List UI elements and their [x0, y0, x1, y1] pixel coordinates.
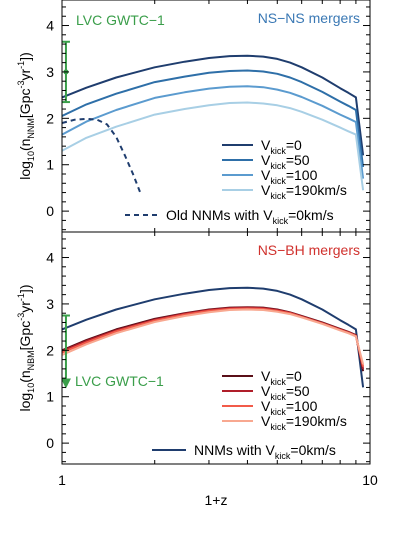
legend-text: =0: [286, 137, 302, 153]
legend-text: Old NNMs with V: [166, 207, 273, 223]
legend-text: NNMs with V: [194, 442, 276, 458]
y-tick-label-bottom: 1: [46, 389, 54, 405]
legend-bot-1-label: Vkick=0: [261, 368, 302, 387]
y-axis-label-sub: NNM: [26, 118, 36, 139]
y-axis-label-part: ]): [17, 52, 33, 61]
legend-text: =100: [286, 398, 318, 414]
legend-text: V: [261, 413, 271, 429]
legend-sub: kick: [270, 407, 286, 417]
legend-bot-2-label: Vkick=50: [261, 383, 310, 402]
series-line-bottom-1: [62, 306, 365, 372]
lvc-label-bottom: LVC GWTC−1: [75, 373, 164, 389]
y-axis-label-part: [Gpc: [17, 89, 33, 119]
legend-bot-0-label: NNMs with Vkick=0km/s: [194, 442, 336, 461]
y-tick-label-top: 4: [46, 18, 54, 34]
legend-sub: kick: [270, 176, 286, 186]
legend-text: =0km/s: [288, 207, 334, 223]
legend-text: =190km/s: [286, 413, 347, 429]
y-axis-label-part: (n: [17, 139, 33, 151]
lvc-label-top: LVC GWTC−1: [76, 12, 165, 28]
legend-text: V: [261, 167, 271, 183]
y-axis-label-sub: 10: [26, 151, 36, 161]
y-axis-label-sup: -1: [16, 293, 26, 301]
y-tick-label-top: 2: [46, 110, 54, 126]
panel-frame-bottom: [61, 231, 371, 465]
legend-text: V: [261, 398, 271, 414]
panel-title-ns-ns: NS−NS mergers: [258, 10, 360, 26]
legend-text: V: [261, 368, 271, 384]
y-axis-label-sub: NBM: [26, 350, 36, 370]
series-line-top-2: [62, 85, 365, 179]
y-tick-label-top: 0: [46, 203, 54, 219]
legend-top-1-label: Vkick=50: [261, 152, 310, 171]
panel-title-ns-bh: NS−BH mergers: [258, 242, 360, 258]
y-tick-label-top: 3: [46, 64, 54, 80]
legend-sub: kick: [273, 216, 289, 226]
legend-text: =190km/s: [286, 182, 347, 198]
legend-text: V: [261, 182, 271, 198]
legend-top-3-label: Vkick=190km/s: [261, 182, 347, 201]
legend-text: V: [261, 137, 271, 153]
y-axis-label-part: (n: [17, 370, 33, 382]
legend-text: V: [261, 383, 271, 399]
y-tick-label-bottom: 4: [46, 250, 54, 266]
series-line-top-0: [62, 54, 365, 156]
legend-text: =50: [286, 152, 310, 168]
lvc-upper-limit-arrow-bottom: [62, 378, 71, 389]
legend-top-2-label: Vkick=100: [261, 167, 318, 186]
legend-sub: kick: [275, 451, 291, 461]
y-axis-label-sub: 10: [26, 383, 36, 393]
legend-text: V: [261, 152, 271, 168]
legend-sub: kick: [270, 191, 286, 201]
y-axis-label-bottom: log10(nNBM[Gpc-3yr-1]): [16, 285, 36, 412]
legend-text: =100: [286, 167, 318, 183]
legend-text: =0km/s: [290, 442, 336, 458]
legend-text: =0: [286, 368, 302, 384]
y-tick-label-top: 1: [46, 157, 54, 173]
y-axis-label-part: [Gpc: [17, 321, 33, 351]
series-line-bottom-0: [62, 286, 365, 388]
y-axis-label-sup: -1: [16, 61, 26, 69]
y-axis-label-part: log: [17, 161, 33, 180]
y-tick-label-bottom: 0: [46, 435, 54, 451]
legend-sub: kick: [270, 161, 286, 171]
legend-bot-3-label: Vkick=100: [261, 398, 318, 417]
y-axis-label-sup: -3: [16, 313, 26, 321]
legend-sub: kick: [270, 422, 286, 432]
legend-bot-4-label: Vkick=190km/s: [261, 413, 347, 432]
series-line-top-1: [62, 69, 365, 168]
x-tick-label: 10: [362, 472, 378, 488]
x-tick-label: 1: [58, 472, 66, 488]
y-tick-label-bottom: 3: [46, 296, 54, 312]
legend-top-4-label: Old NNMs with Vkick=0km/s: [166, 207, 334, 226]
series-line-bottom-4: [62, 308, 365, 365]
legend-top-0-label: Vkick=0: [261, 137, 302, 156]
y-axis-label-top: log10(nNNM[Gpc-3yr-1]): [16, 52, 36, 180]
series-line-top-4: [62, 117, 142, 194]
y-axis-label-part: ]): [17, 285, 33, 294]
legend-sub: kick: [270, 392, 286, 402]
legend-sub: kick: [270, 146, 286, 156]
y-tick-label-bottom: 2: [46, 342, 54, 358]
legend-text: =50: [286, 383, 310, 399]
y-axis-label-sup: -3: [16, 81, 26, 89]
x-axis-label: 1+z: [205, 492, 228, 508]
y-axis-label-part: log: [17, 393, 33, 412]
series-line-bottom-2: [62, 306, 365, 370]
legend-sub: kick: [270, 377, 286, 387]
y-axis-label-part: yr: [17, 301, 33, 313]
y-axis-label-part: yr: [17, 69, 33, 81]
series-line-top-3: [62, 101, 365, 191]
